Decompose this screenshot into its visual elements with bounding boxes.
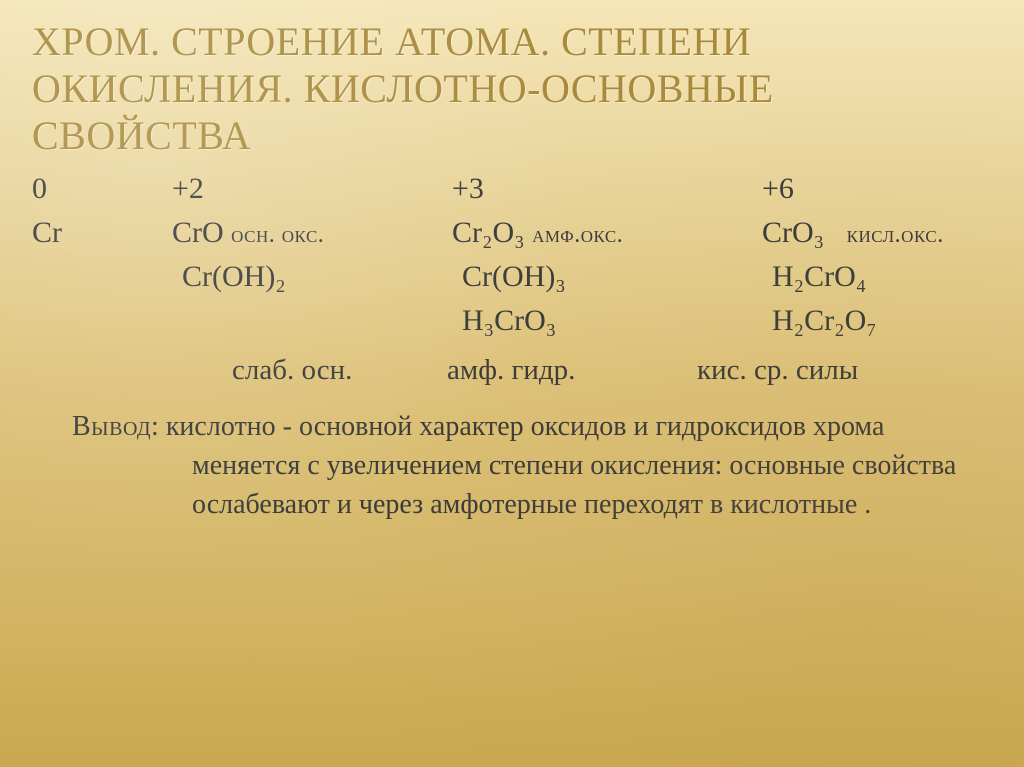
state-0: 0 xyxy=(32,174,172,204)
empty-cell xyxy=(32,262,172,292)
conclusion: Вывод: кислотно - основной характер окси… xyxy=(32,407,992,525)
prop-s2: слаб. осн. xyxy=(232,356,447,385)
state-3: +3 xyxy=(452,174,762,204)
oxide-s3: Cr₂O₃ амф.окс. xyxy=(452,218,762,248)
oxidation-states-row: 0 +2 +3 +6 xyxy=(32,174,992,204)
oxide-s6-note: кисл.окс. xyxy=(847,222,944,248)
empty-cell xyxy=(32,306,172,336)
extra-s6: H₂Cr₂O₇ xyxy=(762,306,992,336)
properties-row: слаб. осн. амф. гидр. кис. ср. силы xyxy=(32,356,992,385)
oxide-s6: CrO₃ кисл.окс. xyxy=(762,218,992,248)
conclusion-text: : кислотно - основной характер оксидов и… xyxy=(151,411,956,520)
oxide-s6-formula: CrO₃ xyxy=(762,216,824,249)
slide-title: ХРОМ. СТРОЕНИЕ АТОМА. СТЕПЕНИ ОКИСЛЕНИЯ.… xyxy=(32,18,992,160)
state-6: +6 xyxy=(762,174,992,204)
empty-cell xyxy=(172,306,452,336)
oxide-s3-formula: Cr₂O₃ xyxy=(452,216,525,249)
oxide-s2: CrO осн. окс. xyxy=(172,218,452,248)
hydroxides-row: Cr(OH)₂ Cr(OH)₃ H₂CrO₄ xyxy=(32,262,992,292)
oxide-s2-formula: CrO xyxy=(172,216,224,249)
oxide-s0: Cr xyxy=(32,218,172,248)
oxides-row: Cr CrO осн. окс. Cr₂O₃ амф.окс. CrO₃ кис… xyxy=(32,218,992,248)
prop-s6: кис. ср. силы xyxy=(697,356,992,385)
extra-row: H₃CrO₃ H₂Cr₂O₇ xyxy=(32,306,992,336)
hydroxide-s6: H₂CrO₄ xyxy=(762,262,992,292)
conclusion-lead: Вывод xyxy=(72,411,151,442)
prop-s3: амф. гидр. xyxy=(447,356,697,385)
extra-s3: H₃CrO₃ xyxy=(452,306,762,336)
hydroxide-s3: Cr(OH)₃ xyxy=(452,262,762,292)
state-2: +2 xyxy=(172,174,452,204)
hydroxide-s2: Cr(OH)₂ xyxy=(172,262,452,292)
oxide-s3-note: амф.окс. xyxy=(532,222,623,248)
oxide-s2-note: осн. окс. xyxy=(231,222,324,248)
